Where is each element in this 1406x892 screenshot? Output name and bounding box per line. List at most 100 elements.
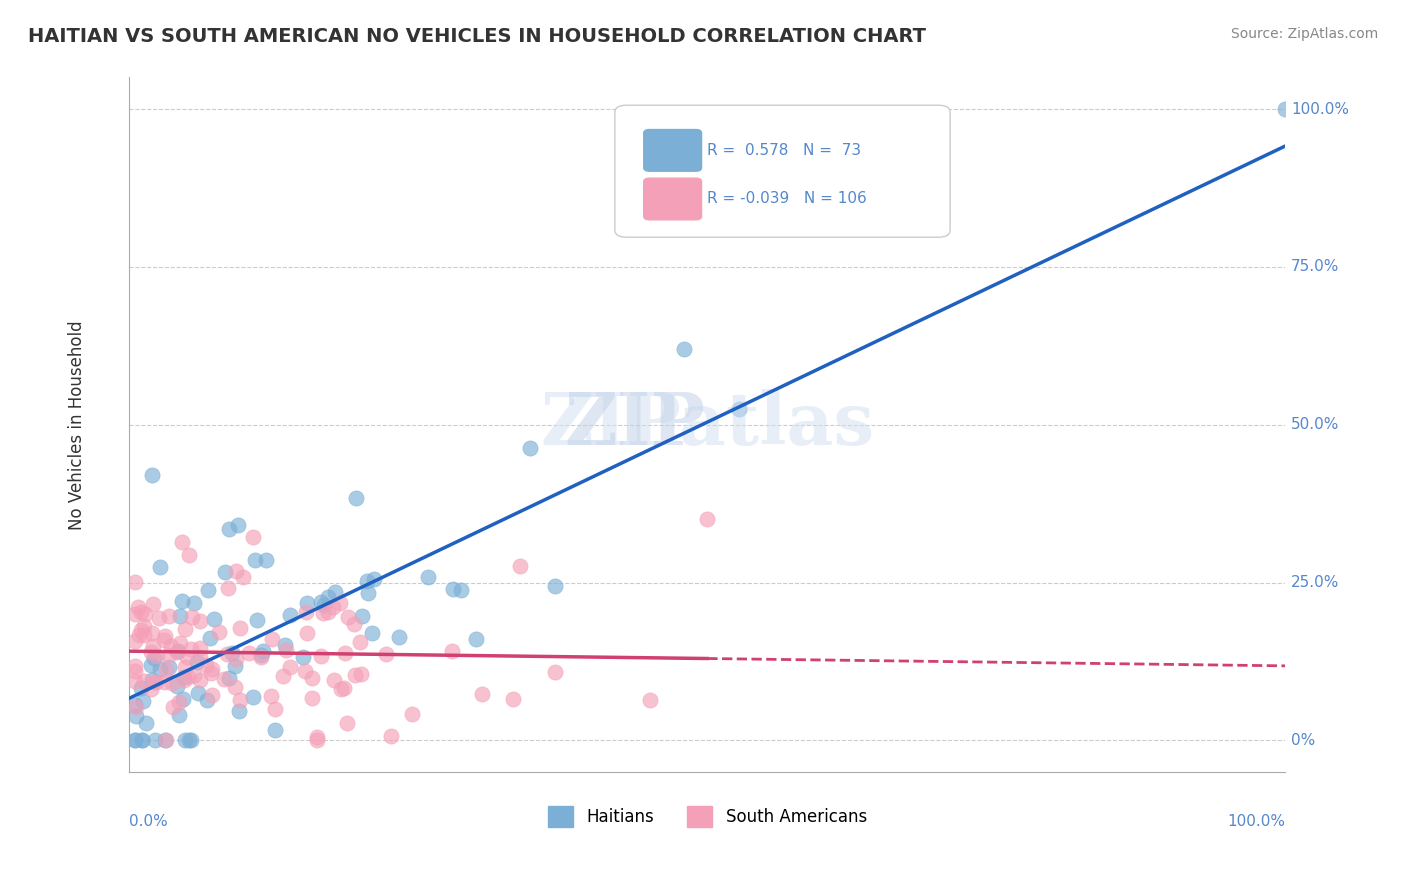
Text: 100.0%: 100.0% xyxy=(1291,102,1350,117)
Point xyxy=(502,692,524,706)
Point xyxy=(176,650,198,665)
Point xyxy=(146,648,169,663)
Point xyxy=(401,706,423,721)
Point xyxy=(314,598,336,612)
Text: 50.0%: 50.0% xyxy=(1291,417,1340,433)
Point xyxy=(125,709,148,723)
Point xyxy=(200,666,222,681)
Point xyxy=(131,733,153,747)
Point xyxy=(218,522,240,536)
Point xyxy=(188,641,211,656)
Point xyxy=(197,582,219,597)
Point xyxy=(148,611,170,625)
Point xyxy=(174,660,197,674)
Point xyxy=(134,619,156,633)
Point xyxy=(129,681,152,696)
Point xyxy=(224,658,246,673)
Point xyxy=(250,649,273,664)
Point xyxy=(143,733,166,747)
Point xyxy=(172,692,194,706)
Point xyxy=(183,596,205,610)
Point xyxy=(124,733,146,747)
Point xyxy=(217,581,239,595)
Point xyxy=(167,708,190,723)
Point xyxy=(129,623,152,637)
Point xyxy=(180,642,202,657)
Point xyxy=(301,671,323,685)
Point xyxy=(153,733,176,747)
Point xyxy=(441,582,464,596)
Point xyxy=(344,668,367,682)
Point xyxy=(132,694,155,708)
Point xyxy=(141,682,163,697)
Point xyxy=(349,635,371,649)
Point xyxy=(242,530,264,544)
Point xyxy=(301,690,323,705)
Point xyxy=(159,659,181,673)
Point xyxy=(242,690,264,705)
Point xyxy=(380,729,402,743)
Point xyxy=(278,660,301,674)
Point xyxy=(159,648,181,662)
Point xyxy=(1274,102,1296,116)
Point xyxy=(141,673,163,687)
Point xyxy=(134,628,156,642)
Text: HAITIAN VS SOUTH AMERICAN NO VEHICLES IN HOUSEHOLD CORRELATION CHART: HAITIAN VS SOUTH AMERICAN NO VEHICLES IN… xyxy=(28,27,927,45)
Point xyxy=(149,560,172,574)
Point xyxy=(155,663,177,677)
Point xyxy=(215,648,238,662)
Text: ZIP: ZIP xyxy=(564,389,704,460)
Point xyxy=(727,402,749,417)
Point xyxy=(246,613,269,627)
Point xyxy=(292,650,315,665)
Point xyxy=(276,643,298,657)
Point xyxy=(174,733,197,747)
Point xyxy=(143,651,166,665)
Point xyxy=(322,673,344,687)
Point xyxy=(309,649,332,664)
Point xyxy=(124,574,146,589)
Point xyxy=(229,621,252,635)
Point xyxy=(228,704,250,718)
Point xyxy=(160,676,183,690)
Point xyxy=(263,702,285,716)
Point xyxy=(128,628,150,642)
Point xyxy=(416,570,439,584)
Point xyxy=(245,553,267,567)
Point xyxy=(225,564,247,578)
Point xyxy=(274,638,297,652)
Text: R = -0.039   N = 106: R = -0.039 N = 106 xyxy=(707,192,868,206)
Text: No Vehicles in Household: No Vehicles in Household xyxy=(69,320,86,530)
Point xyxy=(195,693,218,707)
Text: 0%: 0% xyxy=(1291,733,1316,748)
Point xyxy=(135,716,157,731)
Point xyxy=(333,681,356,696)
Point xyxy=(350,666,373,681)
Point xyxy=(638,693,661,707)
Point xyxy=(124,665,146,679)
Point xyxy=(464,632,486,646)
Point xyxy=(294,664,316,678)
Text: Source: ZipAtlas.com: Source: ZipAtlas.com xyxy=(1230,27,1378,41)
Point xyxy=(318,605,340,619)
Point xyxy=(166,645,188,659)
Point xyxy=(188,650,211,665)
Point xyxy=(179,733,201,747)
Point xyxy=(356,574,378,589)
Text: R =  0.578   N =  73: R = 0.578 N = 73 xyxy=(707,143,862,158)
Text: ZIPatlas: ZIPatlas xyxy=(540,389,875,460)
Point xyxy=(214,565,236,579)
Point xyxy=(696,512,718,526)
Point xyxy=(212,672,235,686)
Point xyxy=(188,673,211,688)
Point xyxy=(312,606,335,620)
Point xyxy=(124,673,146,688)
Point xyxy=(260,690,283,704)
Point xyxy=(202,612,225,626)
Point xyxy=(228,693,250,707)
Point xyxy=(673,342,696,356)
Point xyxy=(194,658,217,673)
Point xyxy=(363,572,385,586)
Point xyxy=(519,441,541,455)
Point xyxy=(180,610,202,624)
